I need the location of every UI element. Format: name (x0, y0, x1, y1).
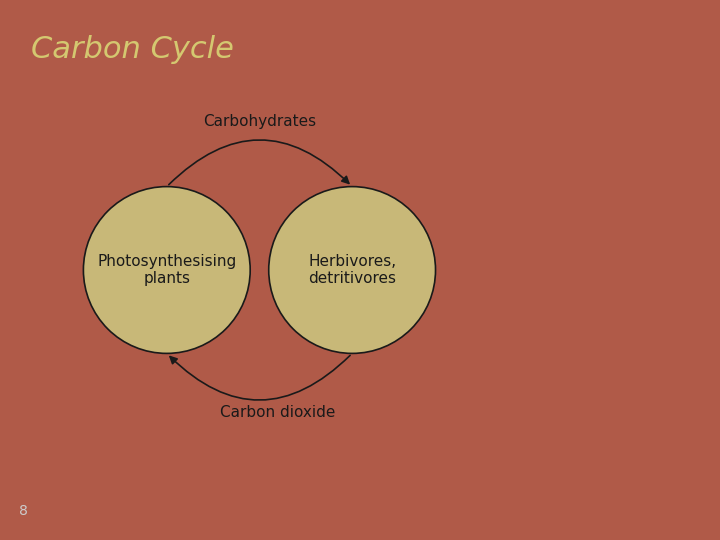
FancyArrowPatch shape (170, 355, 350, 400)
FancyArrowPatch shape (168, 140, 348, 185)
Text: 8: 8 (19, 504, 27, 518)
Text: Herbivores,
detritivores: Herbivores, detritivores (308, 254, 396, 286)
Ellipse shape (269, 187, 436, 353)
Text: Carbohydrates: Carbohydrates (203, 114, 316, 129)
Ellipse shape (84, 187, 250, 353)
Text: Photosynthesising
plants: Photosynthesising plants (97, 254, 236, 286)
Text: Carbon Cycle: Carbon Cycle (31, 35, 234, 64)
Text: Carbon dioxide: Carbon dioxide (220, 406, 336, 420)
